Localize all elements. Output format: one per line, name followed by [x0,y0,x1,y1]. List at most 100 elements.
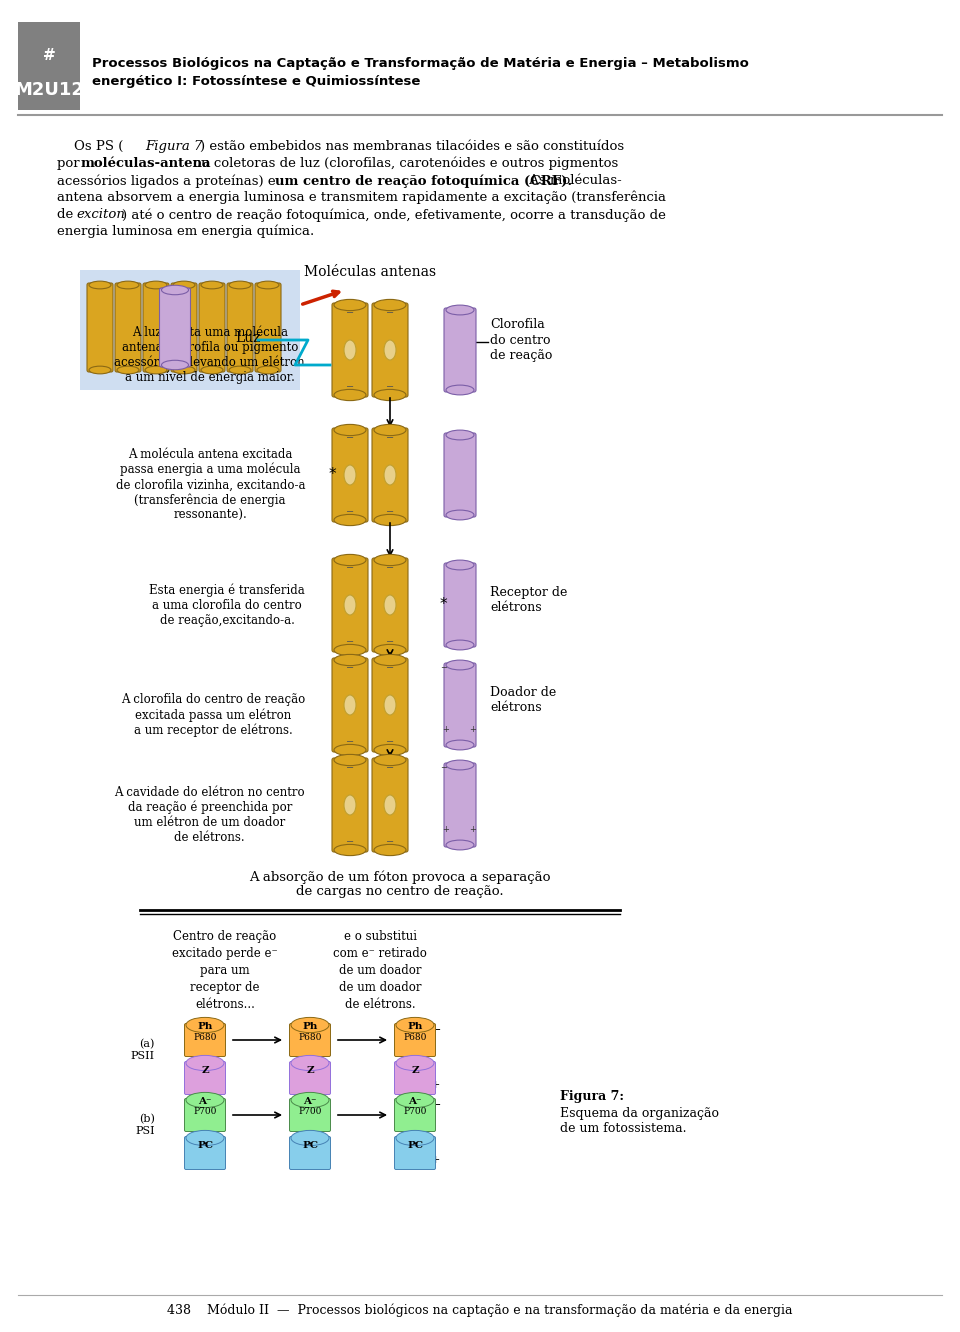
Text: *: * [439,598,446,613]
Text: A clorofila do centro de reação
excitada passa um elétron
a um receptor de elétr: A clorofila do centro de reação excitada… [121,693,305,737]
Text: receptor de: receptor de [190,980,260,994]
Ellipse shape [384,340,396,360]
Text: Centro de reação: Centro de reação [174,930,276,943]
Ellipse shape [446,430,474,440]
FancyBboxPatch shape [395,1062,436,1095]
FancyBboxPatch shape [184,1062,226,1095]
FancyBboxPatch shape [395,1099,436,1131]
Ellipse shape [89,281,111,289]
FancyBboxPatch shape [184,1099,226,1131]
FancyBboxPatch shape [444,563,476,647]
Text: um centro de reação fotoquímica (CRF).: um centro de reação fotoquímica (CRF). [275,174,572,188]
Text: P700: P700 [403,1107,426,1116]
Ellipse shape [374,844,406,855]
Text: Ph: Ph [302,1022,318,1031]
Text: P680: P680 [403,1032,426,1042]
FancyBboxPatch shape [332,302,368,397]
Ellipse shape [334,425,366,436]
Ellipse shape [186,1131,224,1146]
Text: −: − [386,382,394,392]
Text: de: de [57,208,78,221]
Text: PC: PC [197,1142,213,1150]
Text: −: − [386,663,394,673]
Ellipse shape [446,385,474,394]
Text: de um doador: de um doador [339,964,421,976]
FancyBboxPatch shape [372,428,408,522]
FancyBboxPatch shape [159,288,190,368]
Text: +: + [430,1080,440,1090]
FancyBboxPatch shape [372,658,408,753]
Text: de um doador: de um doador [339,980,421,994]
Ellipse shape [374,745,406,755]
Text: P680: P680 [299,1032,322,1042]
Text: Luz: Luz [235,330,260,345]
Ellipse shape [446,305,474,314]
FancyBboxPatch shape [444,763,476,847]
FancyBboxPatch shape [332,658,368,753]
FancyBboxPatch shape [444,663,476,747]
Ellipse shape [446,559,474,570]
FancyBboxPatch shape [255,282,281,372]
FancyBboxPatch shape [290,1136,330,1169]
Text: A⁻: A⁻ [303,1098,317,1106]
Text: +: + [443,726,449,734]
Text: de elétrons.: de elétrons. [345,998,416,1011]
Text: (a)
PSII: (a) PSII [131,1039,155,1062]
Text: A luz excita uma molécula
antena (clorofila ou pigmento
acessório), elevando um : A luz excita uma molécula antena (clorof… [114,326,305,385]
Text: antena absorvem a energia luminosa e transmitem rapidamente a excitação (transfe: antena absorvem a energia luminosa e tra… [57,190,666,205]
Text: Moléculas antenas: Moléculas antenas [304,265,436,278]
Ellipse shape [186,1055,224,1071]
Text: (b)
PSI: (b) PSI [135,1114,155,1136]
Text: *: * [328,468,336,482]
Text: Ph: Ph [407,1022,422,1031]
FancyBboxPatch shape [290,1023,330,1056]
Text: −: − [346,737,354,747]
Ellipse shape [374,654,406,666]
Ellipse shape [334,654,366,666]
Text: −: − [386,433,394,444]
Text: −: − [457,663,464,673]
Text: M2U12: M2U12 [14,81,84,99]
Ellipse shape [186,1092,224,1108]
FancyBboxPatch shape [227,282,253,372]
Ellipse shape [374,514,406,526]
Text: −: − [346,563,354,573]
Text: A⁻: A⁻ [408,1098,421,1106]
FancyBboxPatch shape [395,1023,436,1056]
Text: −: − [432,1100,442,1110]
Text: −: − [386,637,394,647]
Ellipse shape [257,281,279,289]
Text: com e⁻ retirado: com e⁻ retirado [333,947,427,960]
Text: Receptor de
elétrons: Receptor de elétrons [490,586,567,614]
Ellipse shape [446,840,474,850]
Text: A molécula antena excitada
passa energia a uma molécula
de clorofila vizinha, ex: A molécula antena excitada passa energia… [115,448,305,522]
Text: ) até o centro de reação fotoquímica, onde, efetivamente, ocorre a transdução de: ) até o centro de reação fotoquímica, on… [122,208,666,221]
Text: P700: P700 [193,1107,217,1116]
Text: +: + [443,826,449,835]
Ellipse shape [334,389,366,401]
Text: −: − [386,763,394,773]
Text: −: − [386,737,394,747]
Text: PC: PC [302,1142,318,1150]
Ellipse shape [173,281,195,289]
FancyBboxPatch shape [184,1023,226,1056]
Ellipse shape [384,695,396,715]
Text: ) estão embebidos nas membranas tilacóides e são constituídos: ) estão embebidos nas membranas tilacóid… [200,140,624,153]
Text: −: − [346,507,354,517]
Text: −: − [386,507,394,517]
Ellipse shape [344,595,356,615]
Ellipse shape [291,1092,329,1108]
FancyBboxPatch shape [332,758,368,852]
Text: −: − [386,836,394,847]
Text: Z: Z [411,1066,419,1075]
Text: −: − [346,763,354,773]
Text: Ph: Ph [198,1022,213,1031]
Ellipse shape [384,465,396,485]
Text: −: − [346,663,354,673]
Ellipse shape [334,554,366,566]
Text: Doador de
elétrons: Doador de elétrons [490,686,556,714]
FancyBboxPatch shape [332,558,368,651]
FancyBboxPatch shape [18,23,80,111]
Ellipse shape [374,754,406,766]
Text: elétrons...: elétrons... [195,998,255,1011]
